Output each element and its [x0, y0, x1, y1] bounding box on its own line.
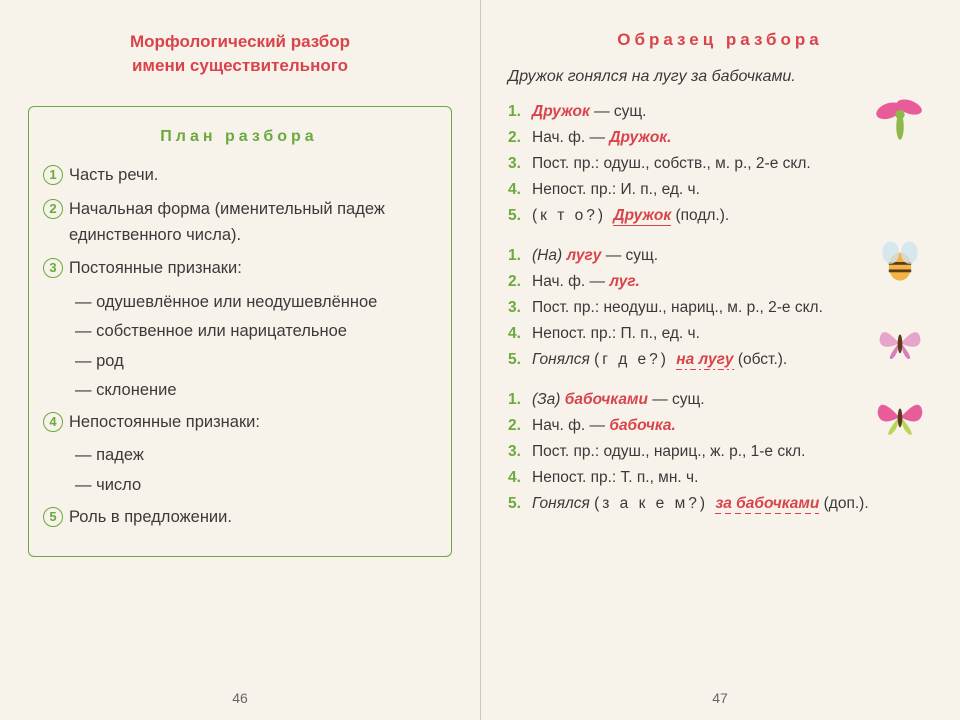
plan-subitem: склонение — [43, 378, 435, 404]
number-circle: 1 — [43, 165, 63, 185]
plan-item-2: 2 Начальная форма (именительный падеж ед… — [43, 197, 435, 248]
analysis-line: Пост. пр.: одуш., собств., м. р., 2-е ск… — [532, 152, 872, 176]
analysis-line: (На) лугу — сущ. — [532, 244, 872, 268]
main-title: Морфологический разбор имени существител… — [28, 30, 452, 78]
butterfly-icon — [872, 388, 928, 444]
plan-text: Непостоянные признаки: — [69, 410, 435, 436]
page-number: 46 — [0, 690, 480, 706]
bee-icon — [872, 234, 928, 290]
plan-box: План разбора 1 Часть речи. 2 Начальная ф… — [28, 106, 452, 558]
line-number: 3. — [508, 296, 526, 320]
analysis-line: Гонялся (г д е?) на лугу (обст.). — [532, 348, 872, 372]
main-title-line2: имени существительного — [132, 56, 348, 75]
line-number: 1. — [508, 100, 526, 124]
example-title: Образец разбора — [508, 30, 932, 50]
line-number: 4. — [508, 466, 526, 490]
plan-text: Часть речи. — [69, 163, 435, 189]
line-number: 5. — [508, 348, 526, 372]
plan-subitem: число — [43, 473, 435, 499]
line-number: 5. — [508, 204, 526, 228]
line-number: 5. — [508, 492, 526, 516]
line-number: 1. — [508, 388, 526, 412]
main-title-line1: Морфологический разбор — [130, 32, 350, 51]
analysis-line: Нач. ф. — Дружок. — [532, 126, 872, 150]
right-page: Образец разбора Дружок гонялся на лугу з… — [480, 0, 960, 720]
analysis-block-2: 1.(На) лугу — сущ. 2.Нач. ф. — луг. 3.По… — [508, 244, 932, 372]
plan-subitem: падеж — [43, 443, 435, 469]
analysis-line: (За) бабочками — сущ. — [532, 388, 872, 412]
line-number: 2. — [508, 414, 526, 438]
line-number: 3. — [508, 152, 526, 176]
line-number: 4. — [508, 322, 526, 346]
number-circle: 2 — [43, 199, 63, 219]
number-circle: 4 — [43, 412, 63, 432]
analysis-line: Пост. пр.: одуш., нариц., ж. р., 1-е скл… — [532, 440, 872, 464]
plan-text: Начальная форма (именительный падеж един… — [69, 197, 435, 248]
line-number: 2. — [508, 270, 526, 294]
number-circle: 5 — [43, 507, 63, 527]
analysis-block-1: 1.Дружок — сущ. 2.Нач. ф. — Дружок. 3.По… — [508, 100, 932, 228]
butterfly-icon — [872, 314, 928, 370]
line-number: 4. — [508, 178, 526, 202]
analysis-line: Нач. ф. — луг. — [532, 270, 872, 294]
page-number: 47 — [480, 690, 960, 706]
analysis-line: Пост. пр.: неодуш., нариц., м. р., 2-е с… — [532, 296, 872, 320]
analysis-line: Непост. пр.: И. п., ед. ч. — [532, 178, 872, 202]
plan-item-1: 1 Часть речи. — [43, 163, 435, 189]
plan-item-3: 3 Постоянные признаки: — [43, 256, 435, 282]
analysis-block-3: 1.(За) бабочками — сущ. 2.Нач. ф. — бабо… — [508, 388, 932, 516]
line-number: 1. — [508, 244, 526, 268]
analysis-line: Нач. ф. — бабочка. — [532, 414, 872, 438]
plan-item-4: 4 Непостоянные признаки: — [43, 410, 435, 436]
line-number: 2. — [508, 126, 526, 150]
analysis-line: Дружок — сущ. — [532, 100, 872, 124]
plan-subitem: род — [43, 349, 435, 375]
plan-text: Постоянные признаки: — [69, 256, 435, 282]
left-page: Морфологический разбор имени существител… — [0, 0, 480, 720]
line-number: 3. — [508, 440, 526, 464]
plan-subitem: одушевлённое или неодушевлённое — [43, 290, 435, 316]
analysis-line: Гонялся (з а к е м?) за бабочками (доп.)… — [532, 492, 872, 516]
plan-title: План разбора — [43, 125, 435, 150]
number-circle: 3 — [43, 258, 63, 278]
analysis-line: (к т о?) Дружок (подл.). — [532, 204, 872, 228]
dragonfly-icon — [872, 94, 928, 150]
plan-subitem: собственное или нарицательное — [43, 319, 435, 345]
plan-text: Роль в предложении. — [69, 505, 435, 531]
plan-item-5: 5 Роль в предложении. — [43, 505, 435, 531]
analysis-line: Непост. пр.: П. п., ед. ч. — [532, 322, 872, 346]
example-sentence: Дружок гонялся на лугу за бабочками. — [508, 68, 932, 86]
analysis-line: Непост. пр.: Т. п., мн. ч. — [532, 466, 872, 490]
